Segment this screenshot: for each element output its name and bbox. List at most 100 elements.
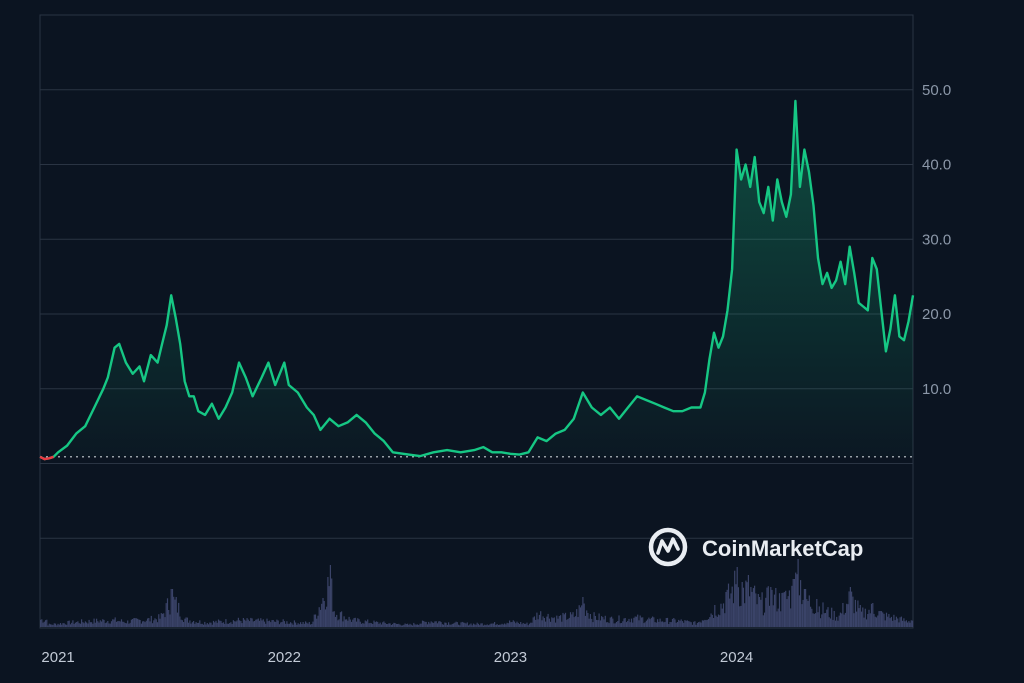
volume-bar — [451, 623, 453, 627]
volume-bar — [97, 621, 99, 627]
volume-bar — [634, 616, 636, 627]
volume-bar — [518, 624, 521, 627]
volume-bar — [754, 585, 756, 627]
volume-bar — [155, 619, 157, 627]
volume-bar — [429, 623, 431, 627]
volume-bar — [293, 620, 295, 627]
volume-bar — [275, 621, 277, 627]
volume-bar — [572, 612, 574, 627]
volume-bar — [657, 619, 659, 627]
volume-bar — [900, 616, 902, 627]
volume-bar — [89, 622, 91, 627]
volume-bar — [747, 575, 749, 627]
volume-bar — [553, 617, 555, 627]
volume-bar — [458, 624, 460, 627]
volume-bar — [334, 616, 336, 627]
volume-bar — [174, 599, 176, 627]
volume-bar — [267, 621, 269, 627]
volume-bar — [629, 622, 631, 627]
y-tick-label: 50.0 — [922, 82, 951, 99]
volume-bar — [414, 624, 416, 627]
volume-bar — [59, 623, 62, 627]
volume-bar — [648, 617, 650, 627]
volume-bar — [797, 559, 799, 627]
volume-bar — [660, 621, 662, 627]
volume-bar — [455, 621, 457, 627]
volume-bar — [365, 621, 368, 627]
volume-bar — [846, 603, 848, 627]
volume-bar — [693, 621, 695, 627]
volume-bar — [357, 618, 359, 627]
volume-bar — [698, 622, 700, 627]
volume-bar — [681, 621, 684, 627]
volume-bar — [398, 623, 400, 627]
volume-bar — [469, 624, 471, 627]
volume-bar — [680, 619, 682, 627]
volume-bar — [407, 623, 409, 627]
volume-bar — [68, 620, 70, 627]
volume-bar — [78, 623, 80, 627]
volume-bar — [448, 622, 450, 627]
volume-bar — [546, 616, 548, 627]
volume-bar — [548, 618, 550, 627]
volume-bar — [481, 623, 483, 627]
volume-bar — [326, 606, 328, 627]
volume-bar — [395, 623, 397, 627]
volume-bar — [107, 621, 109, 627]
volume-bar — [843, 614, 845, 627]
volume-bar — [837, 620, 839, 627]
volume-bar — [887, 616, 889, 627]
volume-bar — [745, 580, 747, 627]
volume-bar — [40, 619, 42, 627]
volume-bar — [658, 621, 660, 627]
volume-bar — [647, 619, 649, 627]
volume-bar — [542, 616, 544, 627]
volume-bar — [140, 623, 142, 627]
volume-bar — [164, 617, 166, 627]
volume-bar — [577, 617, 579, 627]
volume-bar — [385, 624, 387, 627]
volume-bar — [323, 601, 325, 627]
volume-bar — [370, 623, 373, 627]
volume-bar — [790, 608, 792, 627]
volume-bar — [831, 607, 833, 627]
volume-bar — [897, 618, 899, 627]
volume-bar — [188, 622, 190, 627]
volume-bar — [721, 608, 723, 627]
volume-bar — [312, 621, 314, 627]
x-tick-label: 2022 — [268, 649, 301, 666]
volume-bar — [841, 613, 843, 627]
volume-bar — [821, 614, 823, 627]
volume-bar — [158, 614, 160, 627]
volume-bar — [301, 624, 303, 627]
volume-bar — [879, 611, 881, 627]
volume-bar — [247, 619, 249, 627]
volume-bar — [338, 619, 340, 627]
volume-bar — [280, 622, 282, 627]
volume-bar — [147, 618, 149, 627]
volume-bar — [185, 617, 187, 627]
volume-bar — [609, 617, 611, 627]
volume-bar — [105, 622, 108, 627]
volume-bar — [76, 622, 78, 627]
volume-bar — [358, 619, 360, 627]
volume-bar — [786, 599, 788, 627]
volume-bar — [642, 617, 644, 627]
volume-bar — [903, 618, 905, 627]
volume-bar — [509, 620, 511, 627]
volume-bar — [77, 621, 79, 627]
volume-bar — [639, 615, 641, 627]
price-line[interactable] — [39, 99, 915, 461]
volume-bar — [526, 622, 528, 627]
volume-bar — [179, 616, 181, 627]
x-tick-label: 2024 — [720, 649, 753, 666]
volume-bar — [696, 622, 698, 627]
volume-bar — [569, 612, 572, 627]
volume-bar — [527, 625, 529, 627]
volume-bar — [461, 621, 463, 627]
volume-bar — [470, 623, 472, 627]
volume-bar — [321, 603, 323, 627]
volume-bar — [94, 622, 96, 627]
